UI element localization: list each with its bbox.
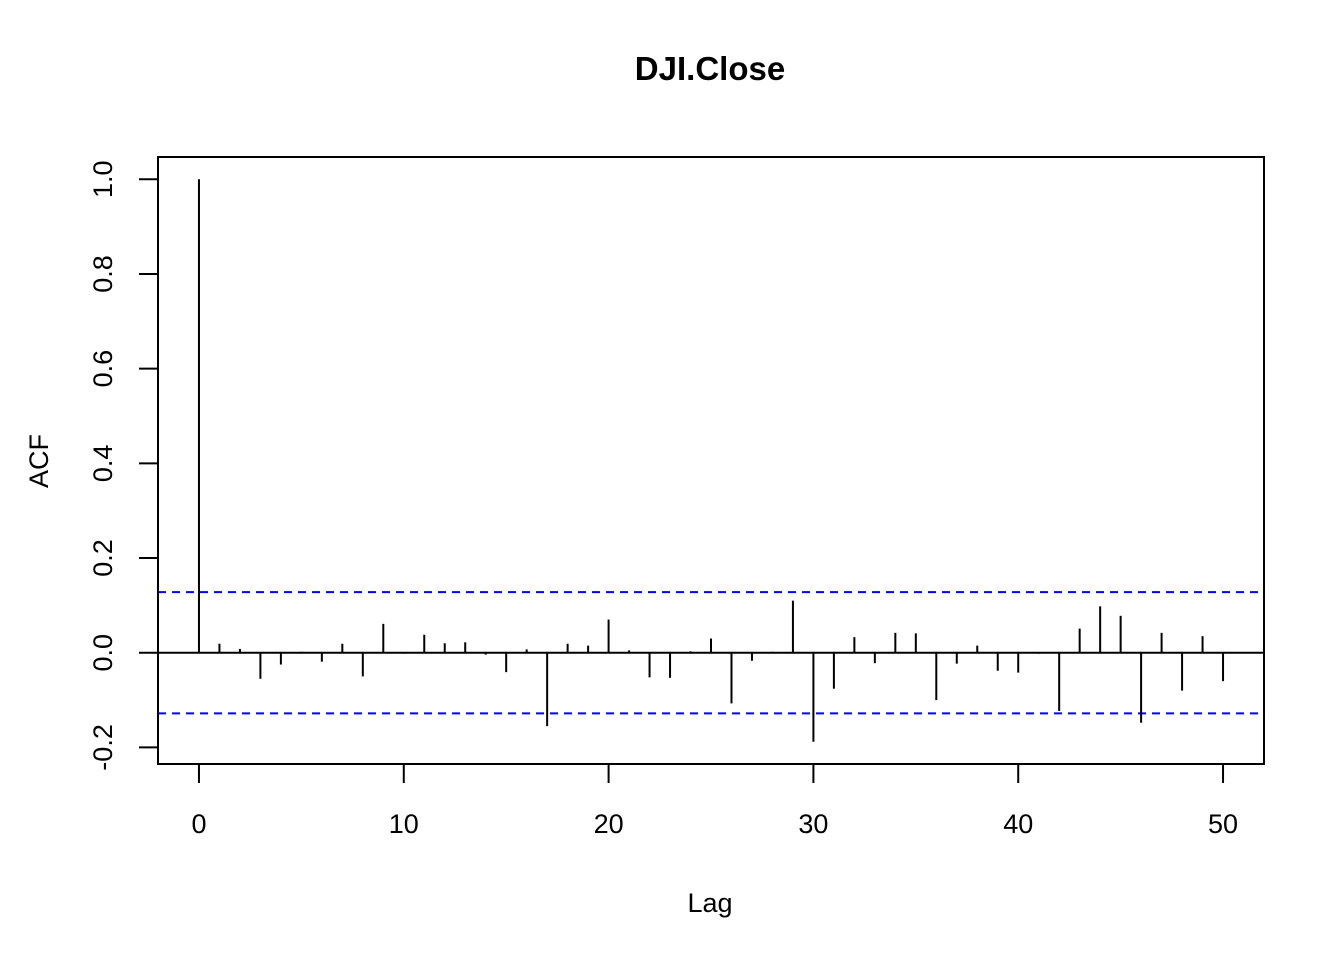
plot-frame bbox=[157, 156, 1265, 765]
x-tick-label: 30 bbox=[798, 809, 828, 839]
y-tick-label: 0.6 bbox=[88, 350, 118, 388]
x-tick-label: 50 bbox=[1208, 809, 1238, 839]
x-tick-label: 40 bbox=[1003, 809, 1033, 839]
x-tick-label: 0 bbox=[191, 809, 206, 839]
x-axis-label: Lag bbox=[687, 888, 732, 918]
y-axis-label: ACF bbox=[24, 434, 54, 488]
y-tick-label: -0.2 bbox=[88, 724, 118, 771]
y-tick-label: 0.2 bbox=[88, 539, 118, 577]
plot-marks bbox=[158, 179, 1264, 742]
y-tick-label: 0.4 bbox=[88, 445, 118, 483]
x-axis: 0 10 20 30 40 50 bbox=[191, 763, 1238, 839]
y-tick-label: 1.0 bbox=[88, 160, 118, 198]
chart-title: DJI.Close bbox=[635, 50, 785, 87]
x-tick-label: 10 bbox=[389, 809, 419, 839]
y-axis: -0.2 0.0 0.2 0.4 0.6 0.8 1.0 bbox=[88, 160, 159, 771]
y-tick-label: 0.0 bbox=[88, 634, 118, 672]
x-tick-label: 20 bbox=[594, 809, 624, 839]
y-tick-label: 0.8 bbox=[88, 255, 118, 293]
